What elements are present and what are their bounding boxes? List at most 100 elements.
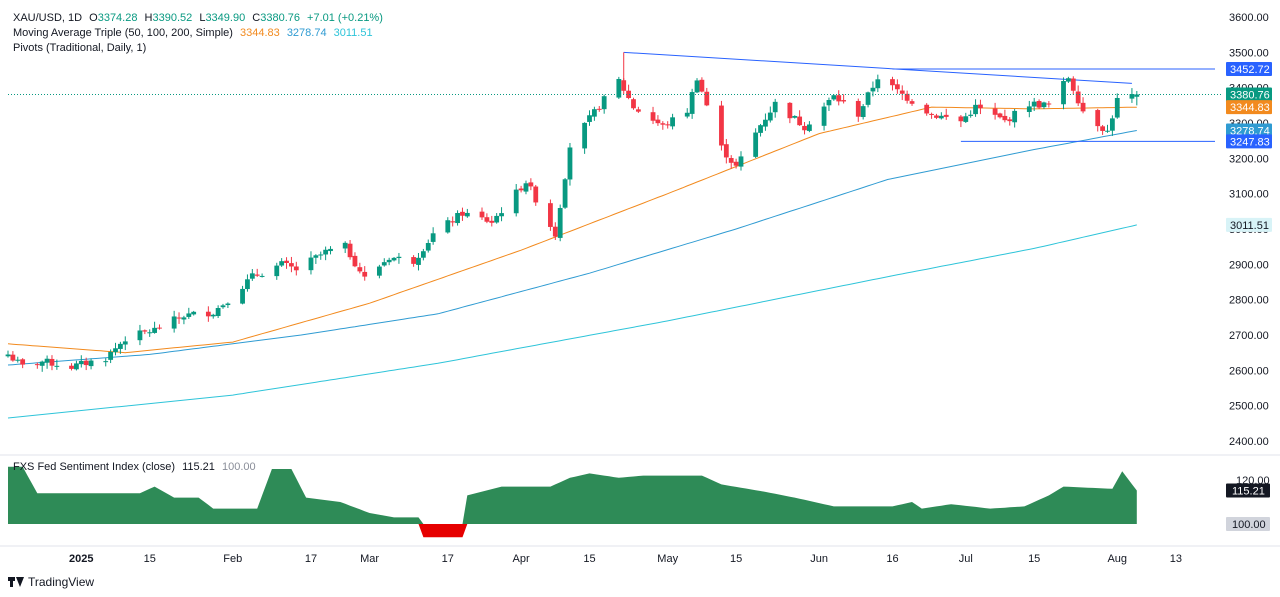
candle-body[interactable] (699, 79, 705, 92)
candle-body[interactable] (763, 119, 768, 127)
candle-body[interactable] (249, 273, 255, 279)
candle-body[interactable] (137, 330, 143, 341)
candle-body[interactable] (157, 327, 162, 329)
tradingview-logo[interactable]: TradingView (8, 575, 94, 589)
candle-body[interactable] (499, 213, 504, 217)
candle-body[interactable] (997, 113, 1003, 118)
candle-body[interactable] (39, 361, 45, 366)
candle-body[interactable] (1012, 110, 1018, 123)
candle-body[interactable] (381, 262, 387, 266)
candle-body[interactable] (152, 327, 157, 333)
candle-body[interactable] (1031, 101, 1037, 107)
candle-body[interactable] (293, 266, 299, 271)
candle-body[interactable] (69, 365, 74, 369)
candle-body[interactable] (552, 226, 558, 237)
candle-body[interactable] (1100, 126, 1106, 131)
candle-body[interactable] (855, 100, 861, 117)
sma-100-line[interactable] (7, 130, 1137, 366)
candle-body[interactable] (523, 183, 529, 192)
candle-body[interactable] (352, 255, 358, 267)
candle-body[interactable] (411, 257, 416, 264)
candle-body[interactable] (83, 360, 89, 366)
candle-body[interactable] (968, 114, 974, 116)
candle-body[interactable] (733, 161, 739, 166)
candle-body[interactable] (308, 257, 314, 271)
candle-body[interactable] (860, 106, 866, 118)
candle-body[interactable] (259, 275, 265, 277)
candle-body[interactable] (191, 311, 197, 315)
candle-body[interactable] (386, 259, 392, 263)
candle-body[interactable] (225, 303, 231, 306)
candle-body[interactable] (753, 132, 759, 157)
candle-body[interactable] (1129, 94, 1135, 99)
candle-body[interactable] (279, 261, 285, 266)
candle-body[interactable] (20, 359, 26, 365)
pivots-title[interactable]: Pivots (Traditional, Daily, 1) (13, 42, 147, 54)
candle-body[interactable] (738, 156, 744, 167)
candle-body[interactable] (420, 251, 426, 258)
candle-body[interactable] (108, 351, 114, 360)
candle-body[interactable] (938, 115, 944, 119)
candle-body[interactable] (821, 106, 827, 126)
candle-body[interactable] (328, 248, 333, 252)
candle-body[interactable] (54, 365, 60, 367)
candle-body[interactable] (186, 313, 192, 317)
candle-body[interactable] (142, 330, 148, 332)
candle-body[interactable] (533, 186, 539, 203)
candle-body[interactable] (1061, 81, 1066, 105)
candle-body[interactable] (5, 354, 11, 357)
candle-body[interactable] (1066, 78, 1071, 82)
candle-body[interactable] (489, 220, 495, 223)
candle-body[interactable] (596, 108, 602, 110)
candle-body[interactable] (313, 255, 319, 258)
candle-body[interactable] (934, 115, 939, 118)
candle-body[interactable] (870, 87, 876, 92)
candle-body[interactable] (841, 100, 847, 102)
candle-body[interactable] (342, 242, 348, 249)
candle-body[interactable] (425, 243, 431, 251)
candle-body[interactable] (15, 359, 21, 361)
candle-body[interactable] (1026, 106, 1032, 112)
candle-body[interactable] (210, 314, 216, 317)
candle-body[interactable] (684, 112, 690, 117)
candle-body[interactable] (719, 105, 724, 146)
candle-body[interactable] (74, 363, 79, 370)
candle-body[interactable] (890, 79, 895, 86)
candle-body[interactable] (758, 125, 763, 133)
candle-body[interactable] (792, 116, 798, 118)
candle-body[interactable] (807, 124, 812, 131)
candle-body[interactable] (978, 104, 983, 109)
candle-body[interactable] (723, 144, 729, 158)
candle-body[interactable] (484, 217, 490, 222)
candle-body[interactable] (362, 271, 368, 277)
candle-body[interactable] (1046, 103, 1052, 105)
candle-body[interactable] (1036, 101, 1042, 108)
candle-body[interactable] (704, 91, 710, 106)
candle-body[interactable] (450, 221, 456, 223)
sentiment-index[interactable] (8, 466, 1137, 538)
candle-body[interactable] (1075, 91, 1081, 104)
candle-body[interactable] (215, 308, 221, 317)
candle-body[interactable] (10, 354, 16, 361)
candle-body[interactable] (44, 358, 50, 363)
candle-body[interactable] (323, 249, 329, 255)
candle-body[interactable] (254, 274, 260, 276)
candle-body[interactable] (836, 95, 842, 102)
candle-body[interactable] (992, 108, 998, 115)
candle-body[interactable] (787, 102, 793, 119)
candle-body[interactable] (318, 254, 324, 256)
candles[interactable] (5, 74, 1140, 372)
candle-body[interactable] (582, 122, 588, 149)
candle-body[interactable] (772, 101, 778, 113)
candle-body[interactable] (616, 78, 622, 98)
candle-body[interactable] (831, 95, 837, 100)
candle-body[interactable] (1109, 118, 1115, 131)
candle-body[interactable] (562, 179, 568, 208)
candle-body[interactable] (274, 265, 280, 277)
candle-body[interactable] (631, 99, 636, 109)
candle-body[interactable] (49, 358, 55, 366)
candle-body[interactable] (904, 93, 910, 101)
candle-body[interactable] (728, 158, 734, 163)
candle-body[interactable] (289, 263, 294, 267)
